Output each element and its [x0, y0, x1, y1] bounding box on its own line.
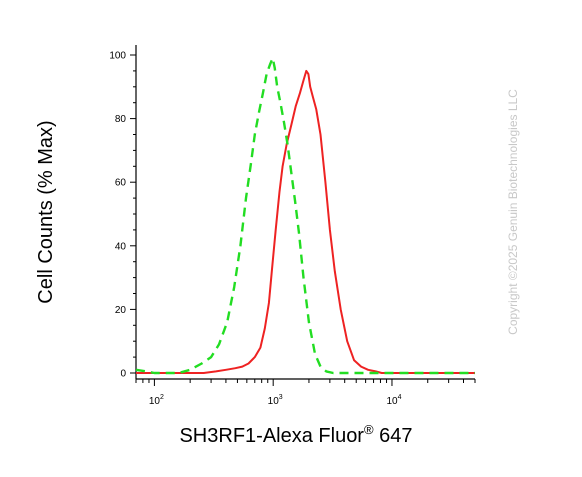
control-histogram-line: [135, 57, 475, 375]
copyright-watermark: Copyright ©2025 Genuin Biotechnologies L…: [506, 89, 520, 335]
y-tick-label: 20: [115, 305, 127, 316]
plot-axes: [135, 45, 475, 380]
y-tick-label: 100: [109, 51, 126, 62]
x-axis-title-superscript: ®: [364, 422, 374, 437]
y-tick-label: 60: [115, 178, 127, 189]
x-tick-label-exponent: 3: [279, 394, 283, 401]
x-axis-title-suffix: 647: [374, 425, 413, 447]
x-axis-title-main: SH3RF1-Alexa Fluor: [179, 425, 364, 447]
y-tick-label: 0: [120, 369, 126, 380]
x-tick-label: 102: [149, 394, 164, 407]
x-tick-label: 103: [268, 394, 283, 407]
sample-histogram-line: [136, 69, 475, 374]
x-tick-label-exponent: 2: [160, 394, 164, 401]
x-axis-ticks: 102 103 104: [135, 379, 476, 407]
x-tick-label-exponent: 4: [398, 394, 402, 401]
x-tick-label-base: 10: [149, 396, 161, 407]
x-tick-label-base: 10: [268, 396, 280, 407]
y-axis-ticks: 0 20 40 60 80 100: [109, 51, 136, 380]
y-tick-label: 40: [115, 241, 127, 252]
x-tick-label-base: 10: [386, 396, 398, 407]
y-tick-label: 80: [115, 114, 127, 125]
series-layer: [135, 57, 475, 375]
x-axis-title: SH3RF1-Alexa Fluor® 647: [179, 422, 412, 447]
x-tick-label: 104: [386, 394, 401, 407]
y-axis-title: Cell Counts (% Max): [35, 120, 57, 303]
